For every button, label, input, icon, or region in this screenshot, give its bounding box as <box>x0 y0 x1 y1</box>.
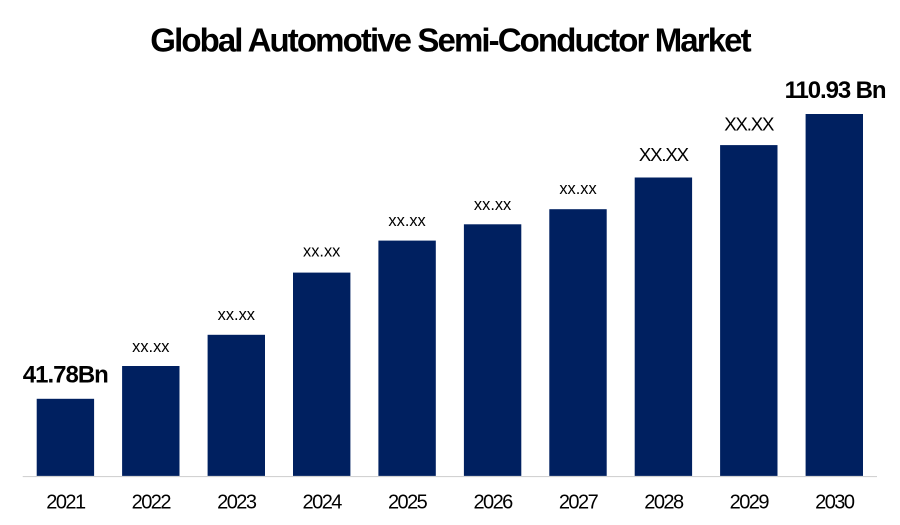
svg-text:2023: 2023 <box>217 492 257 514</box>
svg-text:110.93 Bn: 110.93 Bn <box>785 77 886 104</box>
svg-text:XX.XX: XX.XX <box>724 113 775 134</box>
svg-text:2021: 2021 <box>46 492 86 514</box>
svg-text:xx.xx: xx.xx <box>218 306 256 324</box>
svg-text:Global Automotive Semi-Conduct: Global Automotive Semi-Conductor Market <box>150 22 751 59</box>
svg-text:xx.xx: xx.xx <box>388 212 426 230</box>
svg-text:xx.xx: xx.xx <box>303 243 341 261</box>
svg-text:xx.xx: xx.xx <box>559 180 597 198</box>
svg-text:2029: 2029 <box>730 492 770 514</box>
svg-text:2026: 2026 <box>473 492 513 514</box>
svg-text:2024: 2024 <box>303 492 343 514</box>
svg-text:XX.XX: XX.XX <box>639 144 690 165</box>
svg-text:2027: 2027 <box>559 492 599 514</box>
svg-text:xx.xx: xx.xx <box>132 338 170 356</box>
svg-text:2028: 2028 <box>644 492 684 514</box>
svg-text:2022: 2022 <box>132 492 172 514</box>
svg-text:xx.xx: xx.xx <box>474 196 512 214</box>
svg-text:2030: 2030 <box>815 492 855 514</box>
svg-text:41.78Bn: 41.78Bn <box>23 362 108 389</box>
svg-text:2025: 2025 <box>388 492 428 514</box>
